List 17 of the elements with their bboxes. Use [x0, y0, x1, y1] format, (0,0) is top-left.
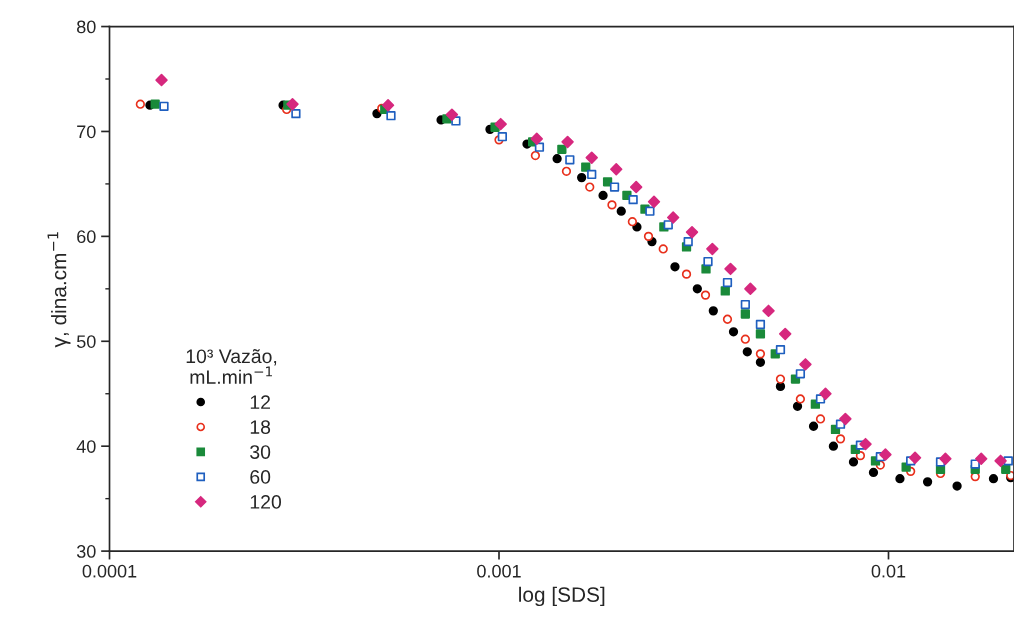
y-tick-label: 60 — [77, 230, 96, 244]
x-tick-label: 0.01 — [871, 564, 906, 578]
y-axis-title: γ, dina.cm$^{−1}$ — [47, 232, 71, 348]
y-tick-label: 50 — [76, 335, 96, 348]
legend-label: 30 — [250, 445, 271, 459]
legend-label: 60 — [250, 470, 271, 484]
legend-label: 18 — [250, 420, 271, 434]
legend-label: 120 — [250, 495, 282, 509]
x-axis-title: log [SDS] — [519, 586, 605, 607]
y-tick-label: 70 — [77, 125, 96, 139]
y-tick-label: 40 — [76, 440, 96, 453]
legend-title: 10³ Vazão, mL.min$^{−1}$ — [186, 349, 277, 384]
x-tick-label: 0.0001 — [82, 564, 137, 578]
legend-label: 12 — [250, 395, 270, 409]
y-tick-label: 80 — [77, 20, 96, 34]
x-tick-label: 0.001 — [477, 564, 521, 578]
y-tick-label: 30 — [76, 545, 96, 558]
